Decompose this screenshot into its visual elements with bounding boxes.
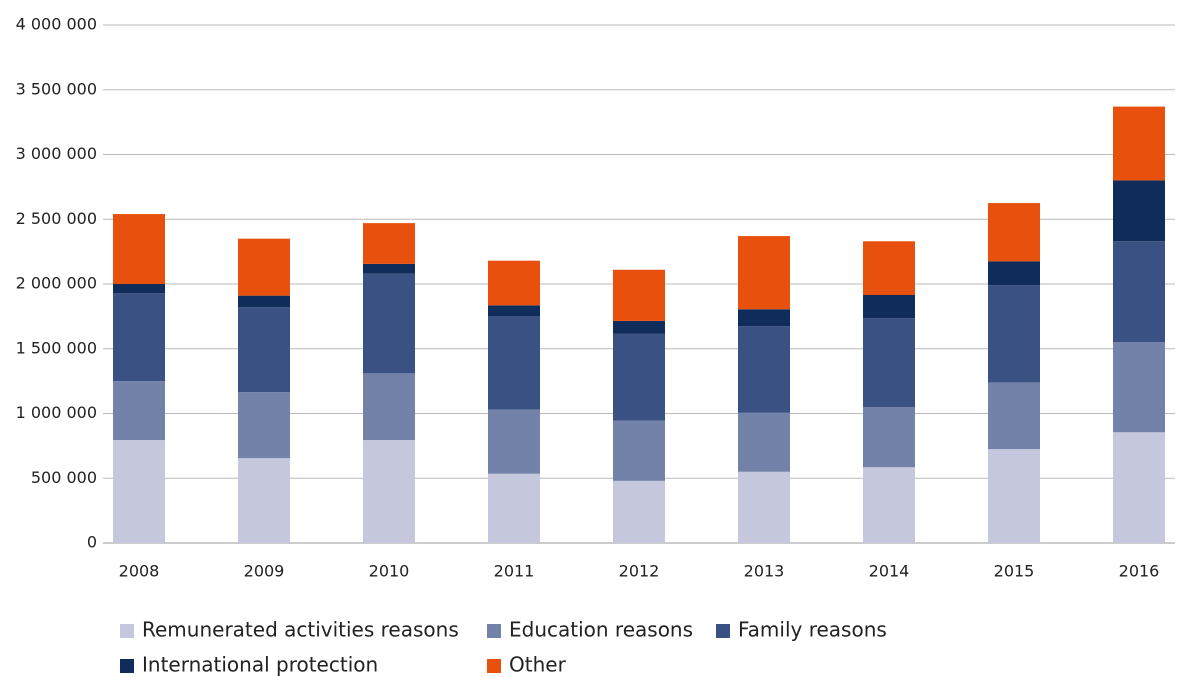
x-tick-label: 2008: [119, 562, 160, 581]
bar-segment: [363, 440, 415, 543]
bar-segment: [363, 373, 415, 441]
bar-segment: [363, 263, 415, 274]
bar-segment: [113, 214, 165, 284]
bar-segment: [863, 241, 915, 296]
legend-label: Education reasons: [509, 618, 693, 642]
y-tick-label: 1 000 000: [16, 403, 97, 422]
bar-segment: [613, 333, 665, 421]
bar-segment: [863, 318, 915, 408]
legend-swatch: [487, 659, 501, 673]
x-tick-label: 2011: [494, 562, 535, 581]
legend-label: Remunerated activities reasons: [142, 618, 459, 642]
bar-segment: [488, 316, 540, 410]
legend-swatch: [487, 624, 501, 638]
y-tick-label: 3 500 000: [16, 79, 97, 98]
y-tick-label: 3 000 000: [16, 144, 97, 163]
bar-segment: [238, 295, 290, 308]
bar-segment: [738, 471, 790, 543]
x-tick-label: 2014: [869, 562, 910, 581]
bar-segment: [738, 309, 790, 327]
bar-segment: [863, 407, 915, 468]
bar-segment: [988, 203, 1040, 262]
bar-segment: [238, 307, 290, 393]
bar-segment: [988, 261, 1040, 286]
y-tick-label: 2 000 000: [16, 274, 97, 293]
x-tick-label: 2015: [994, 562, 1035, 581]
bar-segment: [613, 269, 665, 321]
bar-segment: [988, 382, 1040, 450]
x-tick-label: 2010: [369, 562, 410, 581]
legend-swatch: [120, 624, 134, 638]
bar-segment: [613, 420, 665, 481]
bar-segment: [238, 392, 290, 459]
x-tick-label: 2009: [244, 562, 285, 581]
bar-segment: [363, 273, 415, 374]
bar-segment: [113, 381, 165, 441]
y-tick-label: 4 000 000: [16, 15, 97, 34]
bar-segment: [488, 305, 540, 317]
y-tick-label: 1 500 000: [16, 338, 97, 357]
legend-label: Family reasons: [738, 618, 887, 642]
bar-segment: [238, 458, 290, 543]
bar-segment: [1113, 180, 1165, 242]
bar-segment: [613, 480, 665, 543]
y-tick-label: 0: [87, 533, 97, 552]
bar-segment: [488, 473, 540, 543]
bar-segment: [988, 285, 1040, 383]
bar-segment: [1113, 241, 1165, 343]
legend-label: International protection: [142, 653, 378, 677]
bar-segment: [613, 320, 665, 334]
bar-segment: [113, 440, 165, 543]
bar-segment: [988, 449, 1040, 543]
bar-segment: [738, 326, 790, 413]
bar-segment: [488, 260, 540, 306]
x-tick-label: 2016: [1119, 562, 1160, 581]
bar-segment: [238, 238, 290, 296]
bar-segment: [363, 223, 415, 264]
bar-segment: [738, 236, 790, 310]
bar-segment: [1113, 342, 1165, 433]
legend-label: Other: [509, 653, 567, 677]
x-tick-label: 2013: [744, 562, 785, 581]
legend-swatch: [716, 624, 730, 638]
bar-segment: [863, 467, 915, 543]
bar-segment: [113, 284, 165, 294]
y-tick-label: 2 500 000: [16, 209, 97, 228]
legend-swatch: [120, 659, 134, 673]
x-tick-label: 2012: [619, 562, 660, 581]
bar-segment: [1113, 432, 1165, 543]
bar-segment: [863, 295, 915, 319]
bar-segment: [1113, 106, 1165, 181]
bar-segment: [113, 293, 165, 382]
y-tick-label: 500 000: [31, 468, 97, 487]
bar-segment: [738, 412, 790, 472]
bar-segment: [488, 409, 540, 474]
